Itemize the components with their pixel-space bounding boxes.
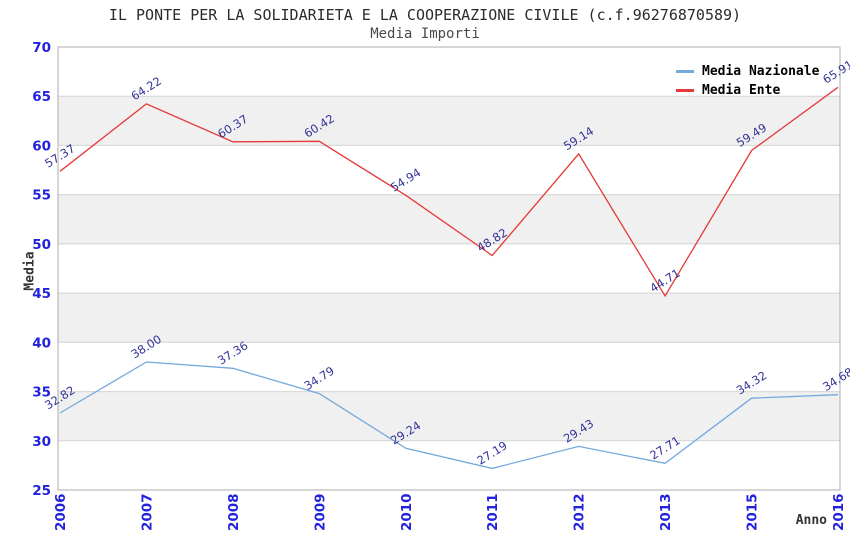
plot-band	[58, 194, 840, 244]
legend-label-media-ente: Media Ente	[702, 83, 781, 98]
data-point-label: 34.79	[302, 364, 337, 393]
legend-item-media-nazionale: Media Nazionale	[676, 62, 819, 81]
y-tick-label: 60	[32, 138, 51, 154]
y-tick-label: 45	[32, 286, 51, 302]
y-tick-label: 65	[32, 89, 51, 105]
data-point-label: 34.68	[820, 365, 850, 394]
y-tick-label: 35	[32, 385, 51, 401]
series-line-0	[59, 361, 839, 470]
x-tick-label: 2015	[745, 493, 761, 531]
y-tick-label: 30	[32, 434, 51, 450]
plot-band	[58, 391, 840, 441]
legend-label-media-nazionale: Media Nazionale	[702, 64, 820, 79]
x-tick-label: 2011	[485, 493, 501, 531]
chart-subtitle: Media Importi	[370, 26, 480, 42]
x-tick-label: 2012	[572, 493, 588, 531]
legend-line-swatch-media-nazionale	[676, 70, 694, 73]
x-tick-label: 2009	[312, 493, 328, 531]
y-tick-label: 40	[32, 335, 51, 351]
x-tick-label: 2016	[831, 493, 847, 531]
plot-band	[58, 293, 840, 343]
legend-line-swatch-media-ente	[676, 89, 694, 92]
plot-border	[57, 46, 841, 491]
x-tick-label: 2008	[226, 493, 242, 531]
x-tick-label: 2010	[399, 493, 415, 531]
x-tick-label: 2007	[139, 493, 155, 531]
plot-band	[58, 96, 840, 146]
x-axis-title: Anno	[795, 513, 827, 528]
legend: Media Nazionale Media Ente	[676, 62, 819, 100]
y-tick-label: 55	[32, 188, 51, 204]
y-tick-label: 50	[32, 237, 51, 253]
data-point-label: 44.71	[647, 266, 682, 295]
x-tick-label: 2006	[53, 493, 69, 531]
legend-item-media-ente: Media Ente	[676, 81, 819, 100]
series-line-1	[59, 86, 839, 298]
y-tick-label: 25	[32, 483, 51, 499]
y-axis-title: Media	[22, 251, 38, 291]
data-point-label: 27.19	[474, 438, 509, 467]
data-point-label: 54.94	[388, 165, 423, 194]
x-tick-label: 2013	[658, 493, 674, 531]
y-tick-label: 70	[32, 40, 51, 56]
chart-title: IL PONTE PER LA SOLIDARIETA E LA COOPERA…	[108, 6, 742, 24]
data-point-label: 65.91	[820, 57, 850, 86]
